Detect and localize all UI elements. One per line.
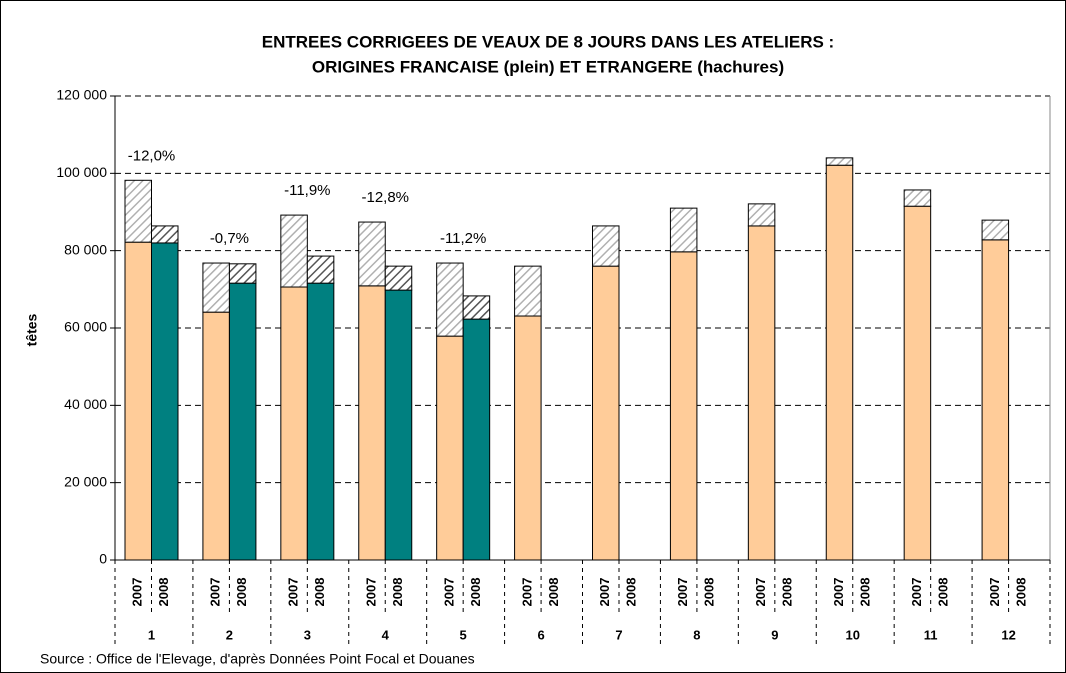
year-label: 2008 [935,578,950,607]
x-tick-label: 9 [771,627,778,642]
y-tick-label: 120 000 [56,87,107,103]
year-label: 2008 [780,578,795,607]
bar-french [436,335,464,561]
source: Source : Office de l'Elevage, d'après Do… [40,651,475,667]
bar-foreign [384,265,413,291]
bar-foreign [462,295,491,320]
year-label: 2007 [286,578,301,607]
x-tick-label: 11 [924,627,938,642]
x-tick-label: 7 [615,627,622,642]
change-label: -11,9% [284,182,330,199]
bar-french [981,239,1010,561]
bar-french [151,242,179,561]
y-tick-label: 40 000 [64,396,107,412]
bar-foreign [436,262,464,337]
y-tick-label: 60 000 [64,319,107,335]
bar-foreign [747,203,776,227]
year-label: 2007 [675,578,690,607]
bar-french [747,225,776,561]
year-label: 2007 [519,578,534,607]
y-tick-label: 80 000 [64,241,107,257]
year-label: 2007 [987,578,1002,607]
x-tick-label: 6 [537,627,544,642]
year-label: 2007 [130,578,145,607]
year-label: 2008 [624,578,639,607]
bar-foreign [228,263,257,284]
x-tick-label: 8 [693,627,700,642]
x-tick-label: 5 [460,627,467,642]
year-label: 2008 [468,578,483,607]
year-label: 2007 [363,578,378,607]
bar-french [358,285,386,561]
year-label: 2008 [546,578,561,607]
year-label: 2008 [312,578,327,607]
change-label: -0,7% [210,230,249,247]
chart-subtitle: ORIGINES FRANCAISE (plein) ET ETRANGERE … [312,57,784,76]
year-label: 2007 [753,578,768,607]
y-tick-label: 100 000 [56,164,107,180]
y-axis-label: têtes [24,313,40,346]
bar-french [592,265,620,561]
x-tick-label: 4 [382,627,390,642]
year-label: 2007 [208,578,223,607]
change-label: -12,0% [128,147,176,164]
change-label: -11,2% [440,230,486,247]
x-tick-label: 12 [1001,627,1015,642]
bar-french [462,318,491,561]
year-label: 2007 [909,578,924,607]
year-label: 2007 [831,578,846,607]
bar-french [903,205,932,561]
bar-foreign [280,214,308,288]
x-tick-label: 3 [304,627,311,642]
bar-french [514,315,542,561]
bar-foreign [306,255,335,284]
bar-french [669,251,698,561]
bar-foreign [151,225,179,244]
bar-french [202,311,230,561]
bar-french [384,289,413,561]
x-tick-label: 2 [226,627,233,642]
bar-foreign [903,189,932,207]
x-tick-label: 1 [148,627,155,642]
year-label: 2008 [390,578,405,607]
bar-foreign [669,207,698,253]
bar-french [280,286,308,561]
bar-foreign [981,219,1010,241]
y-tick-label: 20 000 [64,473,107,489]
year-label: 2007 [441,578,456,607]
year-label: 2008 [1013,578,1028,607]
bar-french [825,164,854,561]
year-label: 2008 [857,578,872,607]
year-label: 2008 [234,578,249,607]
year-label: 2007 [597,578,612,607]
year-label: 2008 [702,578,717,607]
y-tick-label: 0 [99,551,107,567]
change-label: -12,8% [361,189,409,206]
bar-foreign [124,179,152,243]
chart-title: ENTREES CORRIGEES DE VEAUX DE 8 JOURS DA… [262,32,834,51]
bar-french [228,282,257,561]
x-tick-label: 10 [846,627,860,642]
bar-french [124,241,152,561]
bar-foreign [358,221,386,287]
year-label: 2008 [156,578,171,607]
bar-foreign [592,225,620,267]
bar-foreign [202,262,230,313]
bar-french [306,282,335,561]
bar-foreign [825,157,854,166]
bar-foreign [514,265,542,317]
